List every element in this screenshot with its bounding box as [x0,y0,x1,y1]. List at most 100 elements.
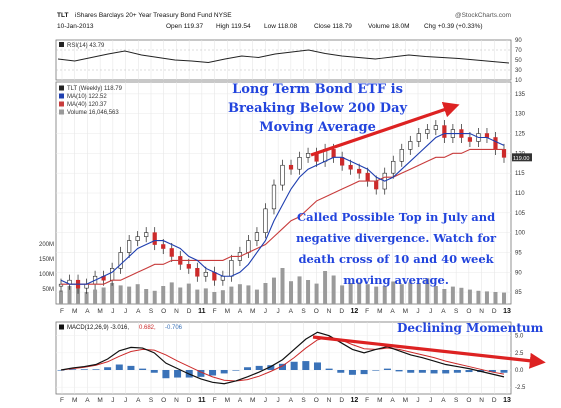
candle-body [263,208,268,233]
x-tick-label: J [124,397,127,404]
x-tick-label: O [466,397,471,404]
x-tick-label: M [225,308,230,315]
x-tick-label: D [492,308,497,315]
x-tick-label: M [377,308,382,315]
x-tick-label: A [390,308,395,315]
macd-histogram-bar [488,370,496,373]
candle-body [408,141,413,150]
macd-y-tick: 2.5 [515,351,524,357]
candle-body [246,240,251,253]
volume-bar [271,277,276,304]
x-tick-label: 11 [198,308,206,315]
volume-bar [59,290,63,304]
x-tick-label: A [390,397,395,404]
candle-body [305,153,311,158]
macd-histogram-bar [232,370,240,371]
macd-histogram-bar [290,361,298,370]
annotation-top-call: Called Possible Top in July and negative… [296,207,496,291]
x-tick-label: S [454,397,459,404]
candle-body [501,149,507,158]
macd-histogram-bar [279,363,286,370]
macd-histogram-bar [174,370,182,378]
macd-y-tick: 0.0 [515,368,524,374]
candle-body [288,164,294,170]
volume-bar [365,284,370,304]
x-tick-label: F [213,397,217,404]
macd-histogram-bar [80,369,88,370]
rsi-y-tick: 30 [515,68,522,74]
volume-bar [186,283,191,304]
macd-histogram-bar [372,370,380,371]
rsi-legend-label: RSI(14) 43.79 [67,43,105,49]
header-site: @StockCharts.com [455,12,512,19]
macd-histogram-bar [453,370,461,373]
x-tick-label: 13 [503,308,511,315]
header-name: iShares Barclays 20+ Year Treasury Bond … [75,12,232,19]
x-tick-label: J [277,308,280,315]
x-tick-label: S [149,308,154,315]
volume-tick: 200M [39,242,54,248]
macd-histogram-bar [465,370,473,373]
candle-body [220,275,225,281]
macd-histogram-bar [500,370,508,373]
x-tick-label: M [225,397,230,404]
volume-bar [254,289,259,304]
macd-histogram-bar [92,369,100,370]
candle-body [391,160,396,174]
volume-bar [84,292,89,304]
volume-bar [306,280,311,304]
ma10-line [60,132,505,285]
x-tick-label: A [289,397,294,404]
candle-body [399,149,404,162]
candle-body [127,240,132,253]
candle-body [357,168,362,174]
candle-body [297,157,302,170]
volume-bar [118,285,123,304]
volume-bar [425,278,430,304]
candle-body [280,164,285,186]
candle-body [229,260,234,277]
x-tick-label: J [111,308,114,315]
candle-body [493,137,498,150]
x-tick-label: O [314,397,319,404]
x-tick-label: S [301,397,306,404]
header-high: High 119.54 [216,23,251,30]
annotation-line: negative divergence. Watch for [296,231,497,245]
macd-line [60,331,505,385]
candle-body [84,283,89,289]
annotation-momentum: Declining Momentum [397,321,544,335]
price-y-tick: 85 [515,290,522,296]
x-tick-label: N [327,397,332,404]
volume-bar [493,292,498,304]
x-tick-label: O [161,397,166,404]
header-date: 10-Jan-2013 [57,23,94,30]
x-tick-label: D [339,308,344,315]
volume-bar [323,271,328,304]
volume-bar [110,283,115,304]
candle-body [467,137,473,142]
x-tick-label: S [301,308,306,315]
x-tick-label: M [403,308,408,315]
macd-legend-label: -0.706 [165,325,183,331]
volume-bar [484,291,489,304]
candle-body [374,180,379,190]
price-legend-label: MA(40) 120.37 [67,102,107,108]
x-tick-label: M [250,308,255,315]
volume-bar [450,286,455,304]
x-tick-label: A [238,308,243,315]
x-tick-label: J [429,308,432,315]
x-tick-label: M [72,397,77,404]
macd-histogram-bar [162,370,170,379]
volume-bar [144,289,149,304]
macd-histogram-bar [150,370,158,373]
header-close: Close 118.79 [314,23,352,30]
rsi-series [57,49,510,64]
volume-bar [263,283,268,304]
volume-bar [297,276,302,304]
candle-body [433,125,438,130]
volume-bar [391,281,396,304]
price-y-tick: 130 [515,112,526,118]
x-tick-label: J [264,308,267,315]
macd-legend-label: MACD(12,26,9) -3.016, [67,325,129,331]
